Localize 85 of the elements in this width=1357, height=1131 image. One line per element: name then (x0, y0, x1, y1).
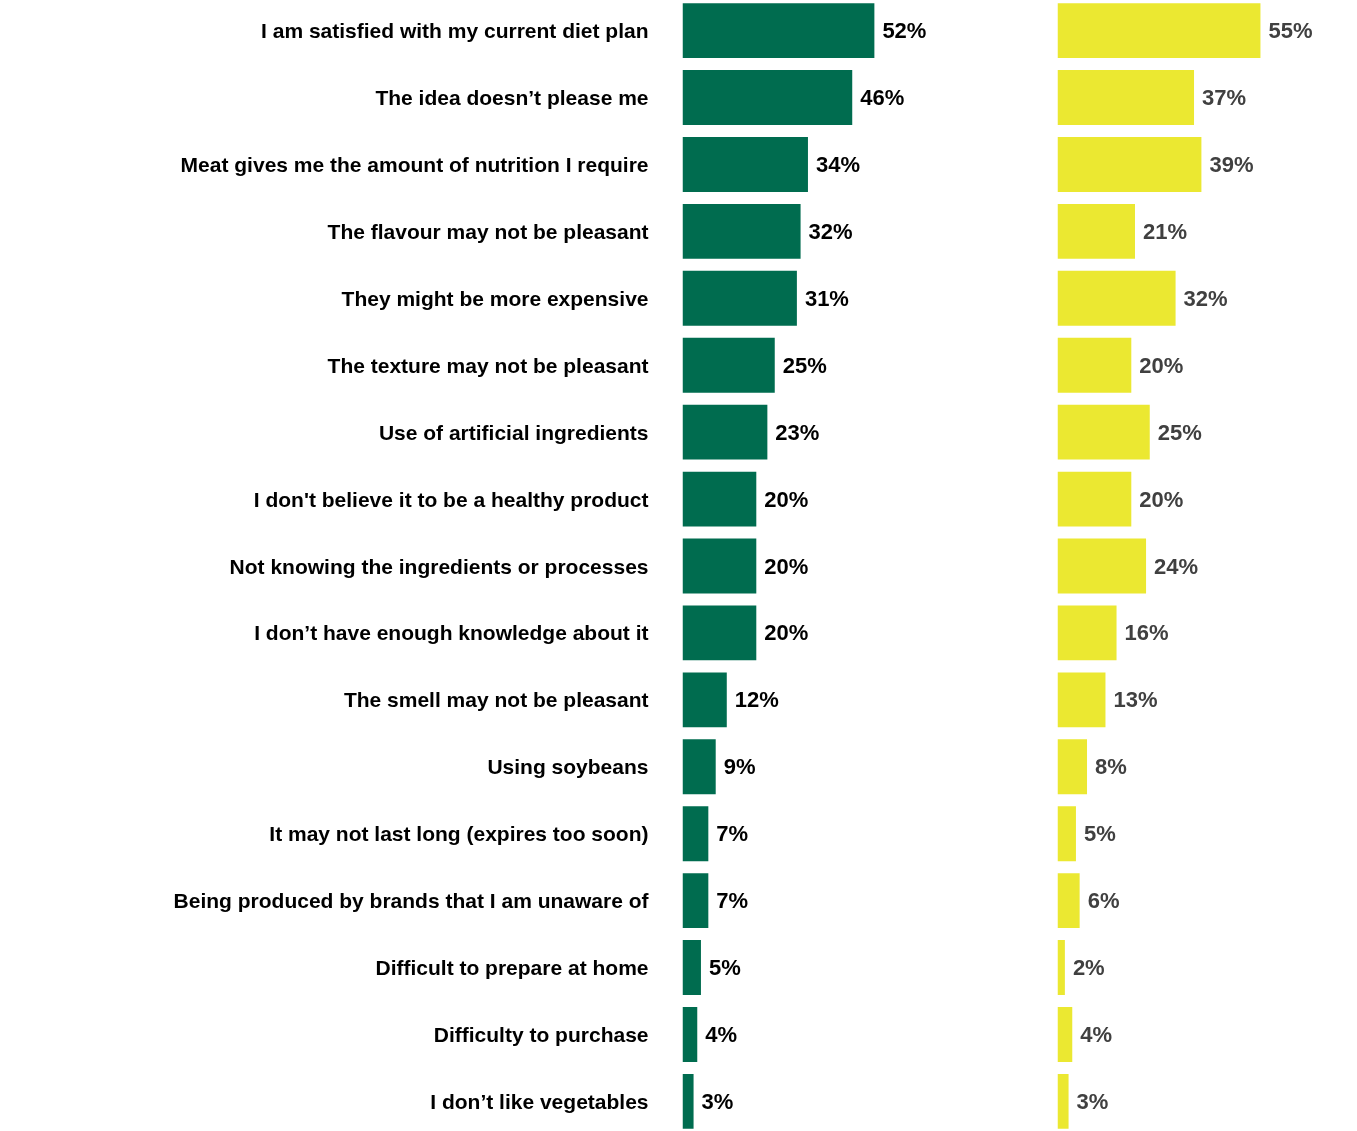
data-label: 5% (708, 955, 741, 981)
bar (682, 873, 709, 929)
y-tick-label: It may not last long (expires too soon) (269, 822, 649, 846)
bar (1057, 605, 1117, 661)
data-label: 4% (705, 1021, 738, 1047)
y-tick-label: I am satisfied with my current diet plan (261, 19, 649, 43)
y-tick-label: I don't believe it to be a healthy product (253, 487, 649, 511)
bar (1057, 137, 1202, 192)
data-label: 6% (1087, 888, 1120, 914)
data-label: 3% (1076, 1088, 1109, 1114)
bar (682, 404, 768, 460)
bar (682, 605, 757, 661)
bar (682, 672, 727, 728)
data-label: 16% (1124, 620, 1169, 646)
y-tick-label: Difficulty to purchase (433, 1022, 649, 1046)
bar (1057, 471, 1132, 527)
data-label: 34% (815, 151, 861, 177)
data-label: 55% (1268, 18, 1313, 44)
bar (1057, 873, 1080, 929)
data-label: 20% (764, 620, 809, 646)
data-label: 32% (808, 218, 853, 244)
bar (1057, 337, 1132, 393)
data-label: 25% (1157, 419, 1202, 445)
data-label: 4% (1080, 1021, 1113, 1047)
data-label: 20% (764, 553, 809, 579)
y-tick-label: Meat gives me the amount of nutrition I require (180, 152, 649, 176)
data-label: 25% (782, 352, 827, 378)
data-label: 32% (1183, 285, 1228, 311)
y-tick-label: Difficult to prepare at home (375, 956, 649, 980)
bar (682, 1073, 694, 1129)
data-label: 52% (882, 18, 927, 44)
data-label: 39% (1209, 151, 1254, 177)
bar (682, 471, 757, 527)
y-tick-label: Use of artificial ingredients (378, 420, 649, 444)
bar (682, 1007, 698, 1062)
y-tick-label: The smell may not be pleasant (343, 688, 649, 712)
bar (682, 806, 709, 862)
data-label: 8% (1095, 754, 1127, 780)
data-label: 21% (1142, 218, 1188, 244)
bar (1057, 806, 1076, 862)
y-tick-label: Being produced by brands that I am unaware of (173, 889, 650, 913)
data-label: 20% (764, 486, 809, 512)
bar (682, 940, 701, 995)
bar (1057, 70, 1195, 125)
data-label: 2% (1072, 955, 1105, 981)
bar (682, 538, 757, 594)
y-tick-label: The idea doesn’t please me (375, 86, 649, 110)
data-label: 3% (701, 1088, 734, 1114)
y-tick-label: They might be more expensive (341, 286, 649, 310)
bar (682, 3, 875, 59)
y-tick-label: I don’t have enough knowledge about it (254, 621, 649, 645)
bar (682, 70, 853, 125)
bar (1057, 1007, 1073, 1062)
data-label: 9% (723, 754, 756, 780)
bar (1057, 3, 1261, 59)
bar (1057, 404, 1150, 460)
bar (682, 337, 775, 393)
bar (1057, 739, 1088, 795)
bar (682, 270, 797, 326)
bar (1057, 270, 1176, 326)
data-label: 24% (1154, 553, 1199, 579)
data-label: 46% (860, 85, 905, 111)
data-label: 12% (734, 687, 779, 713)
data-label: 23% (775, 419, 820, 445)
data-label: 37% (1202, 85, 1247, 111)
bar (682, 203, 801, 259)
bar (1057, 940, 1065, 995)
bar (682, 739, 716, 795)
data-label: 31% (804, 285, 849, 311)
bar (1057, 203, 1135, 259)
bar (682, 137, 808, 192)
y-tick-label: Not knowing the ingredients or processes (229, 554, 649, 578)
bar (1057, 672, 1106, 728)
y-tick-label: The flavour may not be pleasant (327, 219, 649, 243)
data-label: 13% (1113, 687, 1158, 713)
data-label: 20% (1139, 352, 1184, 378)
data-label: 7% (716, 821, 749, 847)
y-tick-label: The texture may not be pleasant (327, 353, 649, 377)
data-label: 5% (1083, 821, 1116, 847)
data-label: 7% (716, 888, 749, 914)
bar (1057, 1073, 1069, 1129)
bar (1057, 538, 1147, 594)
data-label: 20% (1139, 486, 1184, 512)
y-tick-label: I don’t like vegetables (430, 1089, 649, 1113)
y-tick-label: Using soybeans (487, 755, 649, 779)
